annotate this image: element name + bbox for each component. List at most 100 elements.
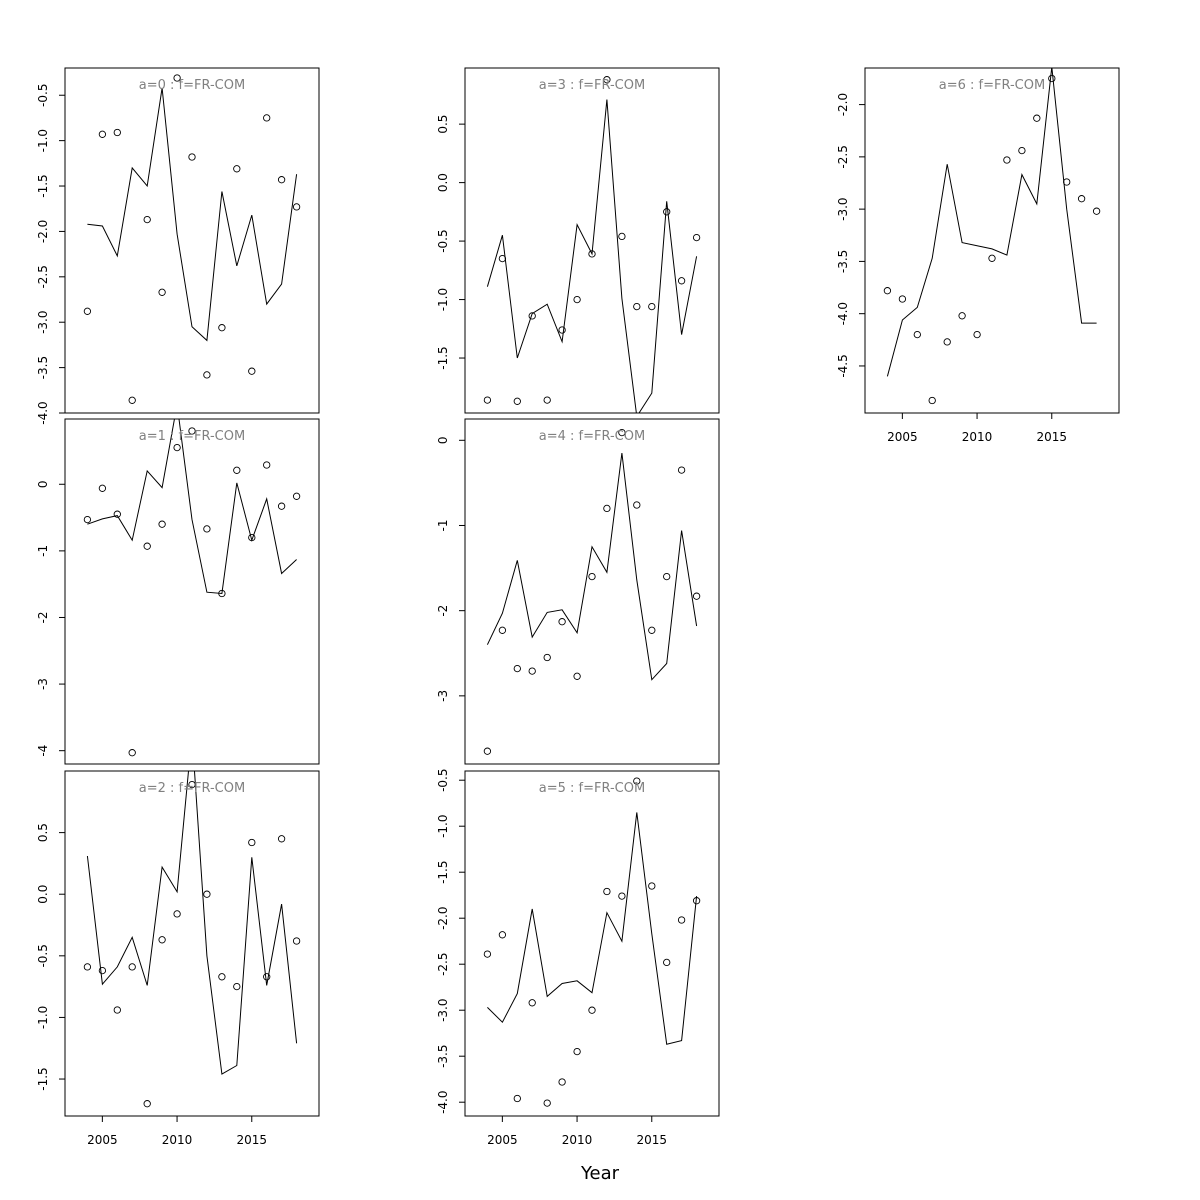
observed-point <box>83 515 92 524</box>
observed-point <box>263 973 271 981</box>
observed-point <box>233 466 241 474</box>
observed-point <box>173 74 181 82</box>
observed-point <box>663 208 671 216</box>
observed-point <box>558 1078 566 1086</box>
panel-2: 0.5 0.0 -0.5 -1.0 -1.5 2005 2010 2015 a=2 : f=FR… <box>36 770 320 1147</box>
observed-point <box>83 963 92 971</box>
observed-point <box>573 295 581 304</box>
observed-point <box>943 338 951 346</box>
panel-title: a=2 : f=FR-COM <box>139 781 245 796</box>
observed-point <box>143 542 151 550</box>
observed-point <box>988 254 996 262</box>
observed-point <box>558 618 566 626</box>
y-tick-label: -2.0 <box>836 93 850 116</box>
observed-point <box>248 533 256 542</box>
observed-point <box>173 443 181 452</box>
observed-point <box>1048 74 1056 83</box>
observed-point <box>113 1006 121 1014</box>
observed-point <box>973 330 981 339</box>
y-tick-label: -2.5 <box>836 145 850 168</box>
observed-point <box>292 203 301 211</box>
panel-title: a=3 : f=FR-COM <box>539 78 645 93</box>
observed-point <box>633 777 641 785</box>
observed-point <box>883 287 892 295</box>
fitted-line <box>86 771 298 1075</box>
observed-point <box>158 520 166 528</box>
y-tick-label: -1.5 <box>36 174 50 197</box>
observed-point <box>603 76 611 84</box>
observed-point <box>483 396 492 404</box>
y-tick-label: -3 <box>36 678 50 690</box>
panel-title: a=1 : f=FR-COM <box>139 429 245 444</box>
y-tick-label: -1.0 <box>436 288 450 311</box>
observed-point <box>277 835 286 843</box>
y-tick-label: -0.5 <box>436 768 450 791</box>
panel-frame <box>64 418 320 765</box>
panel-frame <box>864 67 1120 414</box>
y-tick-label: -1.0 <box>36 129 50 152</box>
y-tick-label: -1.5 <box>436 346 450 369</box>
observed-point <box>588 250 596 258</box>
y-tick-label: -3.0 <box>36 310 50 333</box>
y-tick-label: -2.0 <box>36 220 50 243</box>
observed-point <box>128 396 136 404</box>
panels-layer: -0.5 -1.0 -1.5 -2.0 -2.5 -3.0 -3.5 -4.0 a=0 : f=… <box>36 67 1120 1147</box>
y-tick-label: -2.5 <box>36 265 50 288</box>
observed-point <box>588 572 596 581</box>
y-tick-label: -4.0 <box>436 1090 450 1113</box>
y-tick-label: -2.0 <box>436 906 450 929</box>
y-tick-label: -1.5 <box>36 1067 50 1090</box>
y-tick-label: -1 <box>436 519 450 531</box>
observed-point <box>1092 207 1101 215</box>
observed-point <box>188 780 196 789</box>
observed-point <box>98 484 107 492</box>
observed-point <box>1033 114 1041 122</box>
observed-point <box>292 937 301 945</box>
observed-point <box>203 890 211 898</box>
observed-point <box>558 326 566 334</box>
panel-frame <box>464 770 720 1117</box>
observed-point <box>128 749 136 757</box>
panel-6: -2.0 -2.5 -3.0 -3.5 -4.0 -4.5 2005 2010 2015 a=6 … <box>836 67 1120 444</box>
y-tick-label: -0.5 <box>36 944 50 967</box>
panel-frame <box>464 418 720 765</box>
observed-point <box>913 330 921 339</box>
observed-point <box>83 307 92 315</box>
observed-point <box>677 466 686 474</box>
panel-title: a=4 : f=FR-COM <box>539 429 645 444</box>
x-tick-label: 2005 <box>87 1133 118 1147</box>
observed-point <box>573 672 581 680</box>
x-tick-label: 2005 <box>887 430 918 444</box>
observed-point <box>513 664 521 673</box>
y-tick-label: -1 <box>36 545 50 557</box>
y-tick-label: -4.0 <box>836 302 850 325</box>
observed-point <box>618 428 626 437</box>
observed-point <box>143 1100 151 1108</box>
observed-point <box>498 931 507 939</box>
y-tick-label: -4.5 <box>836 354 850 377</box>
x-tick-label: 2010 <box>162 1133 193 1147</box>
y-tick-label: -3.0 <box>836 197 850 220</box>
observed-point <box>633 302 641 311</box>
observed-point <box>633 501 641 509</box>
panel-4: 0 -1 -2 -3 a=4 : f=FR-COM <box>436 418 720 765</box>
observed-point <box>898 295 907 303</box>
observed-point <box>113 510 121 518</box>
x-tick-label: 2015 <box>1036 430 1067 444</box>
panel-1: 0 -1 -2 -3 -4 a=1 : f=FR-COM <box>36 418 320 765</box>
observed-point <box>98 130 107 138</box>
observed-point <box>513 397 521 405</box>
y-tick-label: -2 <box>436 605 450 617</box>
observed-point <box>692 897 701 905</box>
observed-point <box>603 504 611 513</box>
observed-point <box>618 892 626 900</box>
observed-point <box>677 277 686 285</box>
y-tick-label: -0.5 <box>436 229 450 252</box>
observed-point <box>528 999 536 1007</box>
fitted-line <box>486 99 698 413</box>
y-tick-label: -3.5 <box>36 356 50 379</box>
observed-point <box>128 963 136 971</box>
observed-point <box>1063 178 1071 186</box>
x-tick-label: 2010 <box>562 1133 593 1147</box>
